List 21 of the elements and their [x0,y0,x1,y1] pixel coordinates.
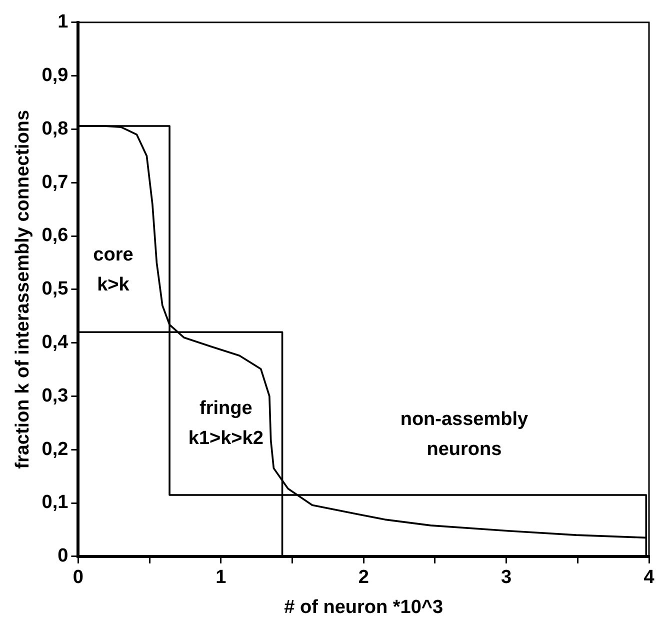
x-tick-label: 3 [501,567,512,588]
y-tick-label: 0,9 [42,65,68,86]
annotation: non-assembly neurons [400,409,529,460]
y-tick-label: 0,8 [42,118,68,140]
y-tick-label: 0 [58,546,68,567]
y-tick-label: 0,4 [42,332,69,354]
x-tick-label: 2 [358,567,369,588]
x-tick-label: 0 [72,567,84,588]
y-tick-label: 0,2 [42,438,68,460]
y-tick-label: 0,3 [42,385,68,406]
x-tick-label: 1 [216,567,227,588]
annotation: fringe k1>k>k2 [188,398,264,449]
y-axis-title: fraction k of interassembly connections [12,110,34,469]
x-tick-label: 4 [644,567,655,588]
y-tick-label: 1 [58,12,69,33]
y-tick-label: 0,7 [42,172,68,193]
y-tick-label: 0,5 [42,278,69,300]
x-axis-title: # of neuron *10^3 [284,596,444,618]
y-tick-label: 0,6 [42,225,68,246]
annotation: core k>k [93,244,134,296]
y-tick-label: 0,1 [42,492,69,514]
